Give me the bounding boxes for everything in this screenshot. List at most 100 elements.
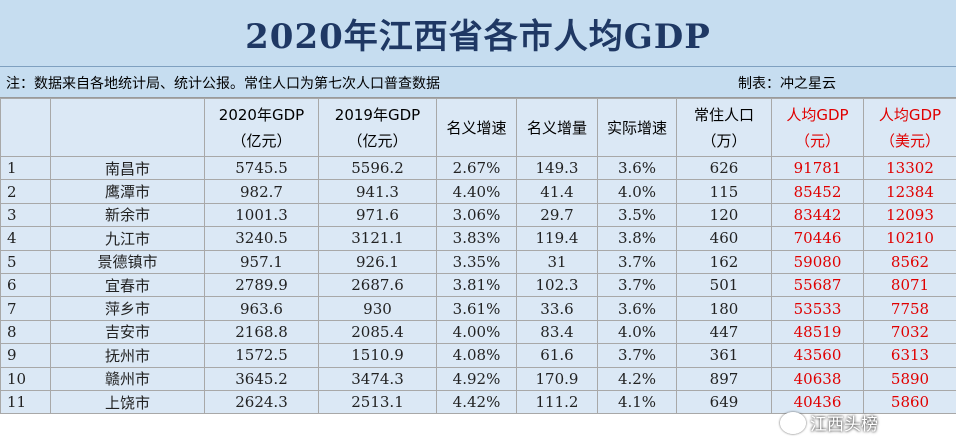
table-cell: 9 bbox=[0, 343, 51, 368]
table-cell: 2 bbox=[0, 179, 51, 204]
table-cell: 447 bbox=[676, 319, 772, 345]
table-cell: 149.3 bbox=[516, 155, 598, 181]
table-cell: 930 bbox=[318, 296, 437, 321]
table-cell: 120 bbox=[676, 202, 772, 228]
table-cell: 九江市 bbox=[50, 226, 205, 251]
table-cell: 11 bbox=[0, 389, 51, 415]
table-cell: 3.61% bbox=[436, 296, 517, 321]
table-cell: 102.3 bbox=[516, 272, 598, 298]
table-cell: 926.1 bbox=[318, 249, 437, 274]
table-cell: 3121.1 bbox=[318, 226, 437, 251]
table-cell: 抚州市 bbox=[50, 343, 205, 368]
table-cell: 1001.3 bbox=[204, 202, 319, 228]
gdp-table: 2020年GDP （亿元） 2019年GDP （亿元） 名义增速 名义增量 实际增速 常住人口… bbox=[0, 98, 956, 415]
table-cell: 957.1 bbox=[204, 249, 319, 274]
table-cell: 41.4 bbox=[516, 179, 598, 204]
table-cell: 12093 bbox=[863, 202, 956, 228]
table-cell: 4.0% bbox=[597, 179, 677, 204]
column-header-7: 常住人口 （万） bbox=[676, 98, 772, 157]
table-cell: 5745.5 bbox=[204, 155, 319, 181]
table-cell: 7 bbox=[0, 296, 51, 321]
table-cell: 29.7 bbox=[516, 202, 598, 228]
table-cell: 南昌市 bbox=[50, 155, 205, 181]
column-header-line1: 名义增速 bbox=[446, 118, 507, 137]
table-row: 10 赣州市 3645.2 3474.3 4.92% 170.9 4.2% 897 40638 5… bbox=[0, 366, 956, 391]
column-header-8: 人均GDP （元） bbox=[771, 98, 864, 157]
table-cell: 3240.5 bbox=[204, 226, 319, 251]
table-cell: 4.2% bbox=[597, 366, 677, 391]
column-header-6: 实际增速 bbox=[597, 98, 677, 157]
table-cell: 2.67% bbox=[436, 155, 517, 181]
table-cell: 3.6% bbox=[597, 155, 677, 181]
column-header-line1: 实际增速 bbox=[606, 118, 667, 137]
table-cell: 3.5% bbox=[597, 202, 677, 228]
table-cell: 61.6 bbox=[516, 343, 598, 368]
table-cell: 33.6 bbox=[516, 296, 598, 321]
column-header-line1: 常住人口 bbox=[693, 105, 754, 124]
table-cell: 宜春市 bbox=[50, 272, 205, 298]
column-header-line1: 名义增量 bbox=[526, 118, 587, 137]
table-cell: 460 bbox=[676, 226, 772, 251]
table-cell: 83442 bbox=[771, 202, 864, 228]
table-cell: 5 bbox=[0, 249, 51, 274]
table-cell: 4.40% bbox=[436, 179, 517, 204]
table-cell: 10210 bbox=[863, 226, 956, 251]
column-header-2: 2020年GDP （亿元） bbox=[204, 98, 319, 157]
table-cell: 2687.6 bbox=[318, 272, 437, 298]
table-cell: 萍乡市 bbox=[50, 296, 205, 321]
watermark: 江西头榜 bbox=[780, 410, 878, 435]
table-cell: 3.6% bbox=[597, 296, 677, 321]
watermark-logo-icon bbox=[780, 411, 806, 434]
table-cell: 3 bbox=[0, 202, 51, 228]
table-cell: 4.92% bbox=[436, 366, 517, 391]
column-header-line2: （元） bbox=[794, 131, 840, 150]
table-row: 11 上饶市 2624.3 2513.1 4.42% 111.2 4.1% 649 40436 5… bbox=[0, 389, 956, 415]
table-cell: 48519 bbox=[771, 319, 864, 345]
table-cell: 8 bbox=[0, 319, 51, 345]
table-row: 8 吉安市 2168.8 2085.4 4.00% 83.4 4.0% 447 48519 703… bbox=[0, 319, 956, 345]
table-cell: 4.00% bbox=[436, 319, 517, 345]
table-cell: 91781 bbox=[771, 155, 864, 181]
table-cell: 963.6 bbox=[204, 296, 319, 321]
column-header-9: 人均GDP （美元） bbox=[863, 98, 956, 157]
source-note: 注：数据来自各地统计局、统计公报。常住人口为第七次人口普查数据 bbox=[6, 76, 440, 92]
table-cell: 897 bbox=[676, 366, 772, 391]
table-cell: 53533 bbox=[771, 296, 864, 321]
table-cell: 3.35% bbox=[436, 249, 517, 274]
table-cell: 3.83% bbox=[436, 226, 517, 251]
table-cell: 2168.8 bbox=[204, 319, 319, 345]
note-bar: 注：数据来自各地统计局、统计公报。常住人口为第七次人口普查数据 制表：冲之星云 bbox=[0, 67, 956, 98]
table-cell: 3.81% bbox=[436, 272, 517, 298]
watermark-text: 江西头榜 bbox=[810, 415, 878, 435]
column-header-5: 名义增量 bbox=[516, 98, 598, 157]
table-cell: 1510.9 bbox=[318, 343, 437, 368]
table-cell: 12384 bbox=[863, 179, 956, 204]
table-cell: 649 bbox=[676, 389, 772, 415]
table-cell: 119.4 bbox=[516, 226, 598, 251]
table-cell: 43560 bbox=[771, 343, 864, 368]
table-cell: 7758 bbox=[863, 296, 956, 321]
table-cell: 971.6 bbox=[318, 202, 437, 228]
table-cell: 626 bbox=[676, 155, 772, 181]
column-header-line2: （万） bbox=[701, 131, 747, 150]
table-cell: 3645.2 bbox=[204, 366, 319, 391]
table-row: 3 新余市 1001.3 971.6 3.06% 29.7 3.5% 120 83442 1209… bbox=[0, 202, 956, 228]
table-cell: 2085.4 bbox=[318, 319, 437, 345]
table-cell: 1572.5 bbox=[204, 343, 319, 368]
column-header-line2: （亿元） bbox=[231, 131, 292, 150]
column-header-line1: 2019年GDP bbox=[334, 105, 421, 124]
table-cell: 7032 bbox=[863, 319, 956, 345]
table-row: 4 九江市 3240.5 3121.1 3.83% 119.4 3.8% 460 70446 10… bbox=[0, 226, 956, 251]
table-cell: 3.06% bbox=[436, 202, 517, 228]
maker-note: 制表：冲之星云 bbox=[738, 76, 836, 92]
table-cell: 鹰潭市 bbox=[50, 179, 205, 204]
table-cell: 2513.1 bbox=[318, 389, 437, 415]
table-cell: 85452 bbox=[771, 179, 864, 204]
column-header-3: 2019年GDP （亿元） bbox=[318, 98, 437, 157]
table-cell: 4.08% bbox=[436, 343, 517, 368]
table-row: 7 萍乡市 963.6 930 3.61% 33.6 3.6% 180 53533 7758 bbox=[0, 296, 956, 321]
table-cell: 6 bbox=[0, 272, 51, 298]
table-cell: 4.1% bbox=[597, 389, 677, 415]
table-cell: 941.3 bbox=[318, 179, 437, 204]
